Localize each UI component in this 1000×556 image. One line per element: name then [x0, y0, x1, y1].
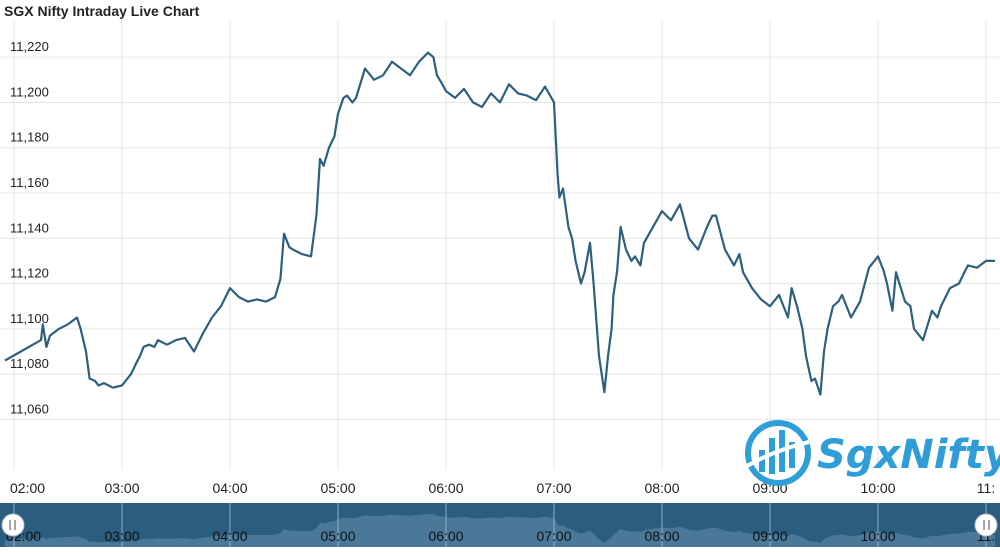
x-axis: 02:00 03:00 04:00 05:00 06:00 07:00 08:00 09:00… [10, 480, 995, 496]
logo-text: SgxNifty [817, 432, 1000, 478]
navigator-tick-label: 04:00 [212, 528, 247, 544]
y-tick-label: 11,100 [10, 311, 49, 326]
y-tick-label: 11,160 [10, 175, 49, 190]
sgxnifty-logo: SgxNifty [745, 420, 1000, 486]
navigator-tick-label: 05:00 [320, 528, 355, 544]
y-tick-label: 11,140 [10, 220, 49, 235]
x-tick-label: 08:00 [644, 480, 679, 496]
globe-chart-icon [745, 420, 811, 486]
navigator-right-handle[interactable] [974, 513, 998, 537]
y-tick-label: 11,060 [10, 401, 49, 416]
navigator-tick-label: 07:00 [536, 528, 571, 544]
y-axis: 11,060 11,080 11,100 11,120 11,140 11,160 11,1… [10, 39, 49, 416]
navigator-tick-label: 06:00 [428, 528, 463, 544]
y-tick-label: 11,180 [10, 130, 49, 145]
series-line[interactable] [4, 51, 995, 396]
navigator-tick-label: 08:00 [644, 528, 679, 544]
navigator[interactable]: 02:00 03:00 04:00 05:00 06:00 07:00 08:00 09:00… [0, 503, 1000, 547]
x-tick-label: 07:00 [536, 480, 571, 496]
grid-layer [0, 20, 1000, 470]
navigator-tick-label: 10:00 [860, 528, 895, 544]
y-tick-label: 11,200 [10, 84, 49, 99]
navigator-series [5, 513, 995, 547]
navigator-left-handle[interactable] [1, 513, 25, 537]
x-tick-label: 03:00 [104, 480, 139, 496]
navigator-grid [13, 503, 987, 547]
x-tick-label: 05:00 [320, 480, 355, 496]
x-tick-label: 06:00 [428, 480, 463, 496]
navigator-tick-label: 09:00 [752, 528, 787, 544]
x-tick-label: 02:00 [10, 480, 45, 496]
plot-area[interactable] [4, 51, 995, 396]
y-tick-label: 11,120 [10, 266, 49, 281]
x-tick-label: 10:00 [860, 480, 895, 496]
x-tick-label: 04:00 [212, 480, 247, 496]
chart-title: SGX Nifty Intraday Live Chart [4, 3, 200, 19]
y-tick-label: 11,080 [10, 356, 49, 371]
y-tick-label: 11,220 [10, 39, 49, 54]
x-tick-label: 11: [977, 480, 995, 496]
navigator-tick-label: 03:00 [104, 528, 139, 544]
